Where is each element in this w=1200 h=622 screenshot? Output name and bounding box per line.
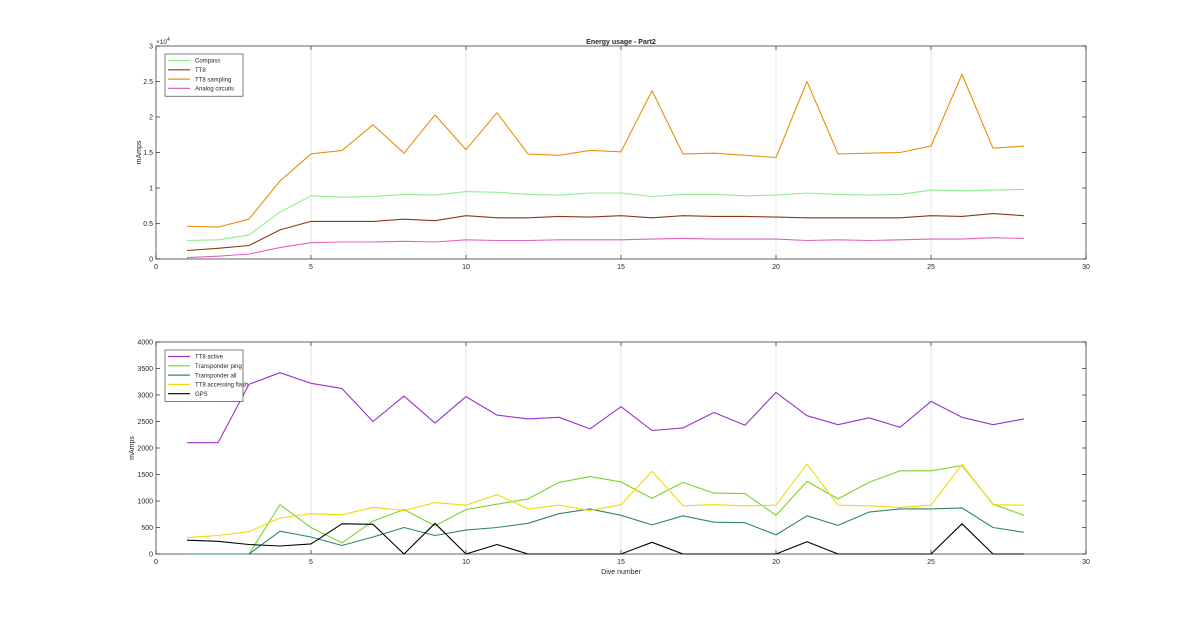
top-x-tick-label: 20 <box>772 264 780 271</box>
top-y-tick-label: 2 <box>149 115 153 122</box>
top-x-ticks: 0 5 10 15 20 25 30 <box>154 46 1090 271</box>
top-legend-label-0: Compass <box>195 59 220 65</box>
bottom-series-line-1 <box>187 464 1025 555</box>
bottom-legend-label-4: GPS <box>195 392 208 398</box>
bottom-x-tick-label: 5 <box>309 559 313 566</box>
top-legend-label-2: TT8 sampling <box>195 77 231 83</box>
bottom-y-tick-label: 2000 <box>137 446 153 453</box>
top-legend-label-3: Analog circuits <box>195 87 234 93</box>
bottom-legend-label-1: Transponder ping <box>195 364 242 370</box>
bottom-y-tick-label: 1000 <box>137 499 153 506</box>
top-series-group <box>186 73 1025 259</box>
bottom-y-ticks: 0 500 1000 1500 2000 2500 3000 3500 4000 <box>137 340 1086 559</box>
top-y-tick-label: 3 <box>149 44 153 51</box>
top-x-tick-label: 0 <box>154 264 158 271</box>
bottom-x-tick-label: 30 <box>1082 559 1090 566</box>
bottom-legend-label-2: Transponder all <box>195 373 236 379</box>
bottom-y-tick-label: 500 <box>141 525 153 532</box>
bottom-legend-label-0: TT8 active <box>195 355 224 361</box>
top-x-grid <box>310 46 932 259</box>
bottom-legend: TT8 active Transponder ping Transponder al… <box>164 349 248 402</box>
bottom-x-tick-label: 10 <box>462 559 470 566</box>
top-x-tick-label: 10 <box>462 264 470 271</box>
bottom-series-line-4 <box>186 522 1024 555</box>
bottom-y-tick-label: 2500 <box>137 419 153 426</box>
top-y-tick-label: 1.5 <box>143 150 153 157</box>
bottom-legend-label-3: TT8 accessing flash <box>195 383 248 389</box>
top-y-tick-label: 2.5 <box>143 79 153 86</box>
chart-energy-usage: 0 5 10 15 20 25 30 0 0.5 1 1.5 2 2.5 3 Energy usage … <box>136 37 1090 271</box>
bottom-y-tick-label: 3000 <box>137 393 153 400</box>
top-legend: Compass TT8 TT8 sampling Analog circuits <box>164 53 244 97</box>
top-y-tick-label: 1 <box>149 186 153 193</box>
bottom-series-line-0 <box>187 372 1025 444</box>
bottom-y-tick-label: 4000 <box>137 340 153 347</box>
bottom-y-tick-label: 3500 <box>137 366 153 373</box>
bottom-y-tick-label: 0 <box>149 552 153 559</box>
top-y-exponent-base: ×10 <box>156 39 167 46</box>
bottom-x-grid <box>310 342 932 554</box>
bottom-x-tick-label: 0 <box>154 559 158 566</box>
bottom-y-tick-label: 1500 <box>137 472 153 479</box>
top-y-exponent-label: ×104 <box>156 37 170 46</box>
top-series-line-1 <box>186 213 1025 252</box>
bottom-x-ticks: 0 5 10 15 20 25 30 <box>154 342 1090 566</box>
bottom-y-axis-label: mAmps <box>129 436 136 460</box>
top-x-tick-label: 25 <box>927 264 935 271</box>
bottom-x-tick-label: 25 <box>927 559 935 566</box>
bottom-x-tick-label: 15 <box>617 559 625 566</box>
top-y-axis-label: mAmps <box>136 140 143 164</box>
top-x-tick-label: 30 <box>1082 264 1090 271</box>
bottom-series-group <box>186 372 1025 555</box>
top-chart-title: Energy usage - Part2 <box>586 39 656 46</box>
bottom-series-line-2 <box>187 507 1025 555</box>
top-x-tick-label: 15 <box>617 264 625 271</box>
bottom-series-line-3 <box>186 463 1025 539</box>
top-series-line-3 <box>186 237 1025 259</box>
bottom-legend-box <box>164 349 244 402</box>
chart-bottom: 0 5 10 15 20 25 30 0 500 1000 1500 2000 2500 3000 350… <box>129 340 1090 577</box>
top-y-exponent-power: 4 <box>167 37 170 43</box>
top-series-line-0 <box>186 188 1025 242</box>
top-legend-label-1: TT8 <box>195 68 206 74</box>
bottom-x-axis-label: Dive number <box>601 569 641 576</box>
top-y-ticks: 0 0.5 1 1.5 2 2.5 3 <box>143 44 1086 264</box>
top-y-tick-label: 0.5 <box>143 221 153 228</box>
top-x-tick-label: 5 <box>309 264 313 271</box>
top-y-tick-label: 0 <box>149 257 153 264</box>
top-series-line-2 <box>186 73 1025 228</box>
bottom-x-tick-label: 20 <box>772 559 780 566</box>
